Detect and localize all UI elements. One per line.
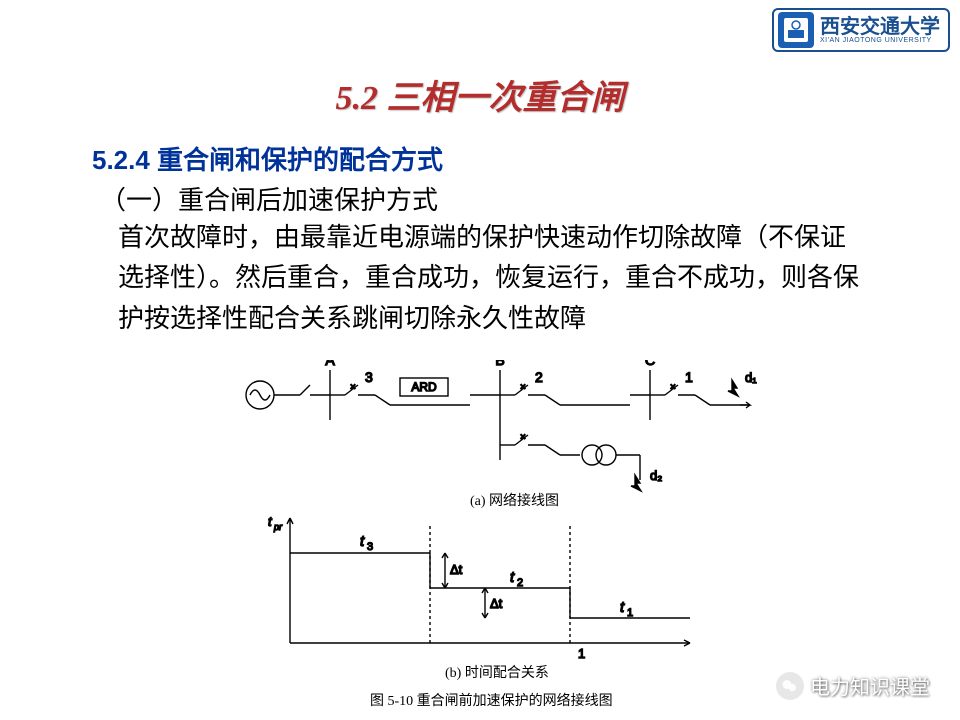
figure-caption-a: (a) 网络接线图 [470, 490, 559, 510]
figure-title: 图 5-10 重合闸前加速保护的网络接线图 [370, 690, 613, 710]
logo-badge-icon [778, 12, 814, 48]
svg-text:2: 2 [517, 577, 523, 589]
watermark: 电力知识课堂 [776, 671, 930, 700]
svg-text:pr: pr [273, 522, 283, 532]
logo-cn: 西安交通大学 [820, 17, 940, 37]
bus-label-a: A [325, 360, 335, 368]
logo-en: XI'AN JIAOTONG UNIVERSITY [820, 37, 940, 44]
figure-network-diagram: A B C × 3 ARD × 2 [240, 360, 760, 500]
figure-caption-b: (b) 时间配合关系 [445, 662, 549, 682]
wechat-icon [776, 672, 804, 700]
logo-text-block: 西安交通大学 XI'AN JIAOTONG UNIVERSITY [820, 17, 940, 44]
step-t1: t [620, 599, 625, 616]
bus-label-c: C [645, 360, 655, 368]
bus-label-b: B [495, 360, 504, 368]
step-t2: t [510, 569, 515, 586]
ard-label: ARD [411, 380, 437, 394]
svg-text:1: 1 [627, 607, 633, 619]
x-label-1: 1 [578, 646, 585, 661]
protection-label-1: 1 [685, 369, 693, 385]
svg-text:×: × [520, 382, 526, 393]
step-t3: t [360, 533, 365, 550]
protection-label-2: 2 [535, 369, 543, 385]
svg-text:×: × [350, 382, 356, 393]
fault-d2: d₂ [650, 468, 662, 483]
subsection-heading: 5.2.4 重合闸和保护的配合方式 [92, 140, 443, 177]
body-paragraph: 首次故障时，由最靠近电源端的保护快速动作切除故障（不保证选择性）。然后重合，重合… [118, 218, 870, 339]
svg-text:3: 3 [367, 541, 373, 553]
figure-timing-diagram: t pr t 3 t 2 t 1 Δt Δt 1 [250, 508, 720, 668]
fault-d1: d₁ [745, 370, 757, 385]
watermark-text: 电力知识课堂 [810, 671, 930, 700]
main-title: 5.2 三相一次重合闸 [0, 70, 960, 119]
svg-text:×: × [670, 382, 676, 393]
svg-text:×: × [520, 432, 526, 443]
subsection-sub-heading: （一）重合闸后加速保护方式 [100, 180, 438, 217]
university-logo: 西安交通大学 XI'AN JIAOTONG UNIVERSITY [772, 8, 950, 52]
protection-label-3: 3 [365, 369, 373, 385]
delta-t-1: Δt [450, 562, 463, 577]
delta-t-2: Δt [490, 596, 503, 611]
y-axis-label: t [268, 514, 273, 529]
